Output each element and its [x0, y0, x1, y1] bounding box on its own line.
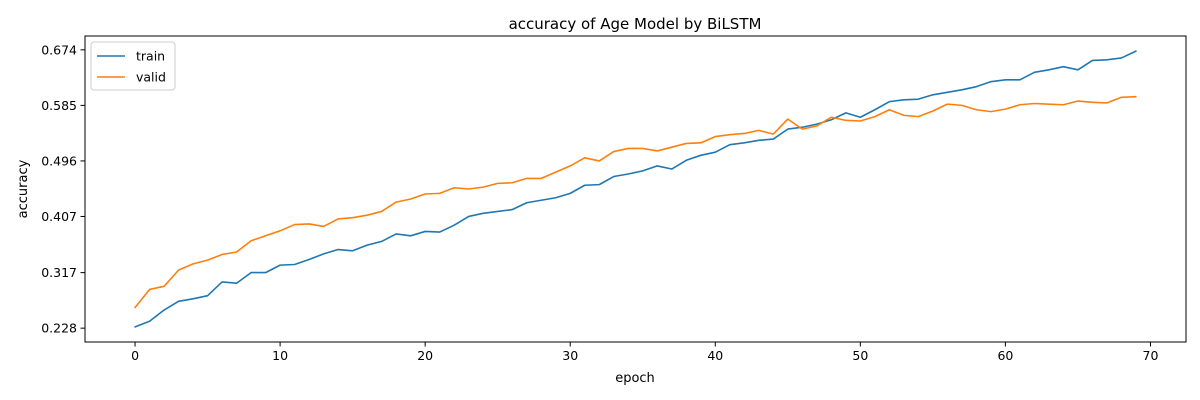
series-line-train	[134, 50, 1137, 328]
x-axis: 0 10 20 30 40 50 60 70	[131, 342, 1158, 363]
legend: train valid	[90, 41, 176, 91]
y-tick-label: 0.674	[41, 42, 77, 57]
x-tick-label: 50	[852, 348, 868, 363]
y-tick-label: 0.407	[41, 209, 77, 224]
y-tick-label: 0.585	[41, 98, 77, 113]
x-tick-label: 40	[707, 348, 723, 363]
legend-box	[90, 41, 176, 91]
chart-title: accuracy of Age Model by BiLSTM	[509, 15, 762, 33]
legend-label-train: train	[136, 49, 165, 64]
x-axis-label: epoch	[615, 371, 655, 386]
plot-area	[84, 35, 1187, 343]
x-tick-label: 70	[1143, 348, 1159, 363]
x-tick-label: 0	[131, 348, 139, 363]
legend-label-valid: valid	[136, 70, 166, 85]
y-tick-label: 0.317	[41, 265, 77, 280]
y-tick-label: 0.228	[41, 321, 77, 336]
y-axis: 0.228 0.317 0.407 0.496 0.585 0.674	[41, 42, 85, 336]
x-tick-label: 30	[562, 348, 578, 363]
series-lines	[134, 50, 1137, 328]
series-line-valid	[134, 95, 1137, 309]
y-axis-label: accuracy	[16, 159, 31, 218]
y-tick-label: 0.496	[41, 153, 77, 168]
x-tick-label: 60	[997, 348, 1013, 363]
x-tick-label: 10	[272, 348, 288, 363]
x-tick-label: 20	[417, 348, 433, 363]
